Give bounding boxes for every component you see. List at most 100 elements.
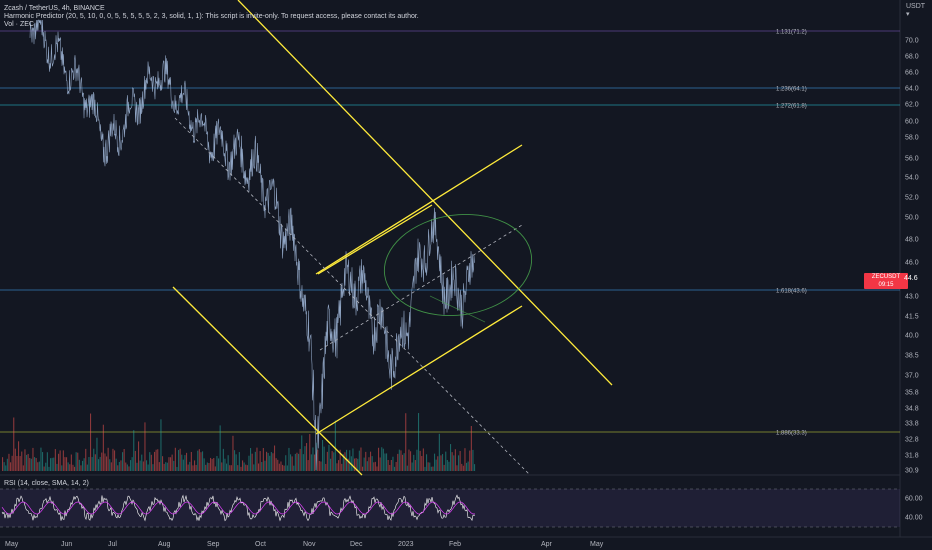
volume-bar (411, 462, 413, 471)
volume-bar (347, 458, 349, 471)
volume-bar (426, 454, 428, 471)
volume-bar (341, 463, 343, 471)
volume-bar (34, 457, 36, 471)
volume-bar (94, 454, 96, 471)
volume-bar (150, 454, 152, 471)
volume-bar (112, 448, 114, 471)
volume-bar (80, 465, 82, 471)
trendline (317, 204, 433, 275)
volume-bar (394, 466, 396, 471)
volume-legend[interactable]: Vol · ZEC (4, 21, 34, 28)
trendline (315, 305, 523, 435)
volume-bar (389, 464, 391, 471)
volume-bar (379, 457, 381, 471)
volume-bar (386, 453, 388, 471)
ellipse-tangent (429, 295, 486, 323)
volume-bar (154, 451, 156, 471)
volume-bar (309, 434, 311, 471)
volume-bar (93, 448, 95, 471)
volume-bar (214, 466, 216, 471)
volume-bar (254, 451, 256, 471)
indicator-legend[interactable]: Harmonic Predictor (20, 5, 10, 0, 0, 5, … (4, 13, 419, 20)
y-tick-label: 56.0 (905, 156, 919, 163)
volume-bar (318, 460, 320, 471)
volume-bar (211, 459, 213, 471)
volume-bar (168, 457, 170, 471)
volume-bar (91, 457, 93, 471)
volume-bar (462, 465, 464, 471)
volume-bar (363, 457, 365, 471)
volume-bar (14, 448, 16, 471)
y-tick-label: 64.0 (905, 86, 919, 93)
volume-bar (366, 461, 368, 471)
volume-bar (173, 460, 175, 471)
volume-bar (243, 462, 245, 471)
volume-bar (114, 450, 116, 471)
volume-bar (310, 454, 312, 471)
dashed-channel-mid (319, 224, 523, 351)
volume-bar (136, 462, 138, 471)
volume-bar (221, 462, 223, 471)
volume-bar (11, 455, 13, 471)
y-tick-label: 70.0 (905, 38, 919, 45)
volume-bar (77, 452, 79, 471)
volume-bar (266, 451, 268, 471)
volume-bar (218, 458, 220, 471)
volume-bar (258, 463, 260, 471)
rsi-y-tick: 60.00 (905, 496, 923, 503)
volume-bar (414, 460, 416, 471)
y-tick-label: 34.8 (905, 406, 919, 413)
y-tick-label: 58.0 (905, 135, 919, 142)
volume-bar (200, 452, 202, 471)
volume-bar (330, 458, 332, 471)
current-price-value: 44.6 (904, 275, 918, 282)
currency-dropdown-icon[interactable]: ▾ (906, 11, 910, 18)
volume-bar (438, 433, 440, 471)
volume-bar (274, 445, 276, 471)
currency-label: USDT (906, 3, 926, 10)
volume-bar (6, 458, 8, 471)
volume-bar (38, 461, 40, 471)
volume-bar (8, 453, 10, 471)
volume-bar (178, 450, 180, 471)
volume-bar (152, 464, 154, 471)
volume-bar (64, 457, 66, 471)
rsi-legend[interactable]: RSI (14, close, SMA, 14, 2) (4, 480, 89, 487)
volume-bar (83, 458, 85, 471)
volume-bar (195, 464, 197, 471)
volume-bar (179, 448, 181, 471)
volume-bar (470, 426, 472, 471)
volume-bar (67, 462, 69, 471)
volume-bar (304, 446, 306, 471)
trendline (172, 286, 363, 476)
volume-bar (66, 457, 68, 471)
y-tick-label: 54.0 (905, 175, 919, 182)
volume-bar (125, 462, 127, 471)
volume-bar (210, 457, 212, 471)
volume-bar (357, 458, 359, 471)
volume-bar (42, 452, 44, 471)
volume-bar (72, 464, 74, 471)
volume-bar (142, 461, 144, 471)
volume-bar (120, 460, 122, 471)
x-tick-label: Oct (255, 541, 266, 548)
volume-bar (190, 451, 192, 471)
volume-bar (227, 455, 229, 471)
volume-bar (230, 465, 232, 471)
volume-bar (437, 456, 439, 471)
volume-bar (194, 460, 196, 471)
volume-bar (85, 448, 87, 471)
volume-bar (291, 456, 293, 471)
current-price-symbol: ZECUSDT (871, 274, 901, 280)
volume-bar (445, 451, 447, 471)
volume-bar (424, 466, 426, 471)
volume-bar (323, 446, 325, 471)
volume-bar (248, 455, 250, 471)
volume-bar (50, 458, 52, 471)
volume-bar (454, 449, 456, 471)
volume-bar (283, 465, 285, 471)
volume-bar (88, 457, 90, 471)
volume-bar (158, 462, 160, 471)
